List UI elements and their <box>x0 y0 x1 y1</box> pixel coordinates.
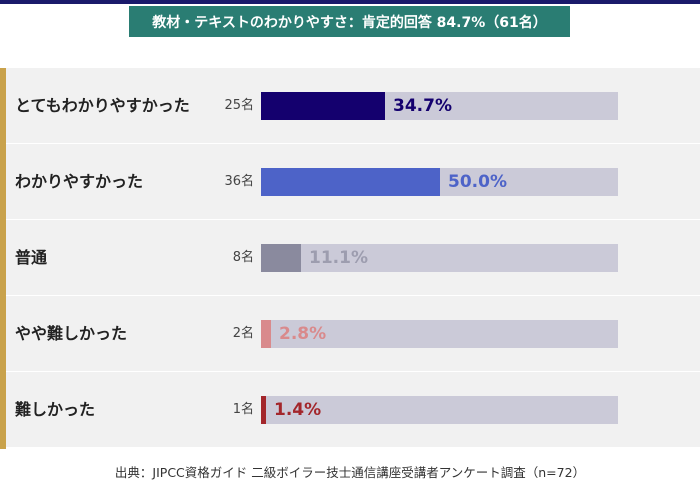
bar <box>261 396 266 424</box>
category-label: わかりやすかった <box>15 172 144 191</box>
bar-row: やや難しかった 2名 2.8% <box>6 296 700 371</box>
bar-track: 11.1% <box>261 244 618 272</box>
left-accent-bar <box>0 68 6 449</box>
category-label: とてもわかりやすかった <box>15 96 190 115</box>
bar-row: 難しかった 1名 1.4% <box>6 372 700 447</box>
source-note: 出典：JIPCC資格ガイド 二級ボイラー技士通信講座受講者アンケート調査（n=7… <box>114 465 586 480</box>
bar-track: 1.4% <box>261 396 618 424</box>
category-label: 普通 <box>15 248 48 267</box>
category-label: 難しかった <box>15 400 96 419</box>
bar-row: わかりやすかった 36名 50.0% <box>6 144 700 219</box>
bar-track: 34.7% <box>261 92 618 120</box>
bar-track: 2.8% <box>261 320 618 348</box>
bar-value-label: 1.4% <box>274 400 322 420</box>
respondent-count: 8名 <box>232 250 254 265</box>
respondent-count: 36名 <box>224 174 254 189</box>
bar-value-label: 2.8% <box>279 324 327 344</box>
top-rule <box>0 0 700 4</box>
respondent-count: 1名 <box>232 402 254 417</box>
category-label: やや難しかった <box>15 324 128 343</box>
bar-value-label: 11.1% <box>309 248 368 268</box>
bar-row: とてもわかりやすかった 25名 34.7% <box>6 68 700 143</box>
respondent-count: 25名 <box>224 98 254 113</box>
bar-row: 普通 8名 11.1% <box>6 220 700 295</box>
bar-track: 50.0% <box>261 168 618 196</box>
respondent-count: 2名 <box>232 326 254 341</box>
bar-value-label: 34.7% <box>393 96 452 116</box>
bar <box>261 168 440 196</box>
bar-value-label: 50.0% <box>448 172 507 192</box>
bar <box>261 320 271 348</box>
chart-title: 教材・テキストのわかりやすさ：肯定的回答 84.7%（61名） <box>129 6 570 37</box>
bar <box>261 92 385 120</box>
bar <box>261 244 301 272</box>
